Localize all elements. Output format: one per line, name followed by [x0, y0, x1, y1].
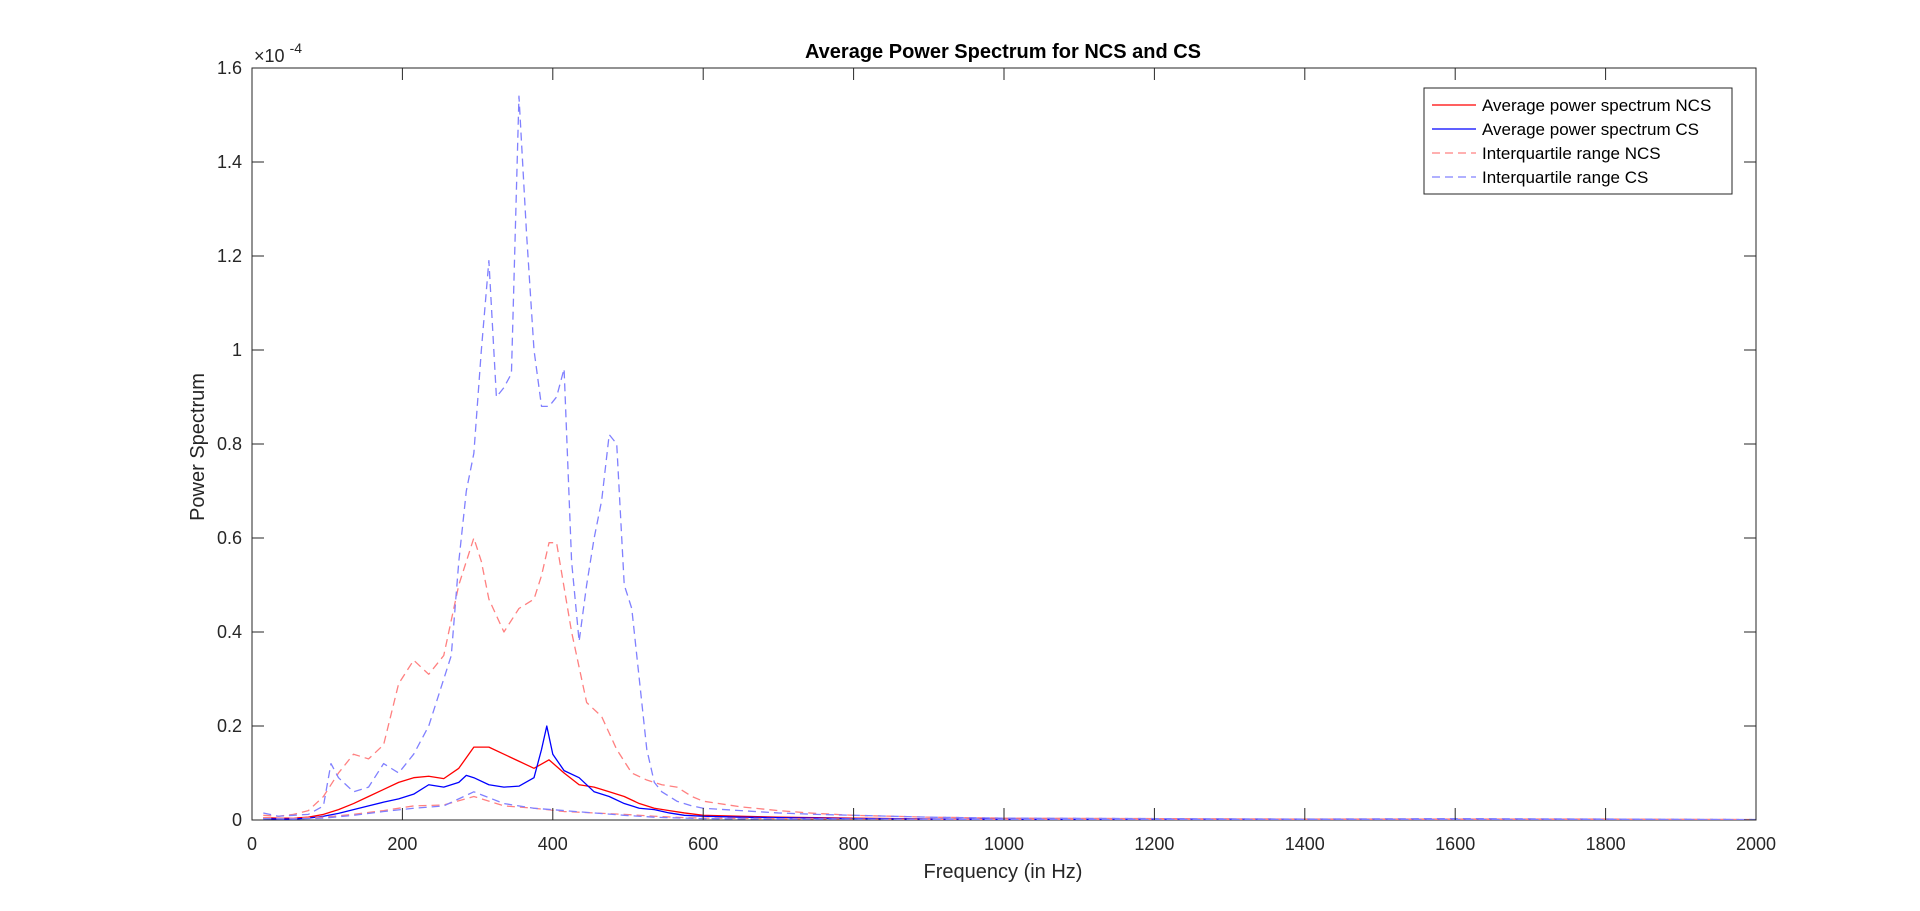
- y-tick-label: 0.2: [217, 716, 242, 736]
- chart-title: Average Power Spectrum for NCS and CS: [805, 41, 1201, 63]
- legend-entry-label: Interquartile range NCS: [1482, 144, 1661, 163]
- y-axis-exponent-power: -4: [290, 40, 303, 56]
- y-tick-label: 1.2: [217, 246, 242, 266]
- series-lines: [263, 95, 1756, 820]
- y-tick-label: 1.4: [217, 152, 242, 172]
- x-tick-label: 0: [247, 834, 257, 854]
- y-tick-label: 0: [232, 810, 242, 830]
- x-tick-label: 600: [688, 834, 718, 854]
- x-tick-label: 800: [839, 834, 869, 854]
- x-tick-label: 2000: [1736, 834, 1776, 854]
- series-line-interquartile-range-cs: [263, 95, 1756, 820]
- legend-entry-label: Average power spectrum NCS: [1482, 96, 1711, 115]
- y-tick-label: 0.4: [217, 622, 242, 642]
- y-axis-label: Power Spectrum: [187, 373, 209, 521]
- y-tick-label: 0.6: [217, 528, 242, 548]
- legend: Average power spectrum NCS Average power …: [1423, 87, 1733, 195]
- ticks-layer: 0 200 400 600 800 1000 1200 1400 1600 1800 2000 0 0.…: [217, 58, 1776, 854]
- y-tick-label: 1.6: [217, 58, 242, 78]
- x-tick-label: 1000: [984, 834, 1024, 854]
- x-tick-label: 200: [387, 834, 417, 854]
- x-tick-label: 1200: [1134, 834, 1174, 854]
- x-tick-label: 1400: [1285, 834, 1325, 854]
- legend-entry-label: Interquartile range CS: [1482, 168, 1648, 187]
- y-axis-exponent: ×10 -4: [254, 40, 302, 66]
- series-line-ncs-lower-quartile: [263, 795, 1756, 820]
- legend-entry-label: Average power spectrum CS: [1482, 120, 1699, 139]
- y-tick-label: 0.8: [217, 434, 242, 454]
- x-tick-label: 400: [538, 834, 568, 854]
- y-tick-label: 1: [232, 340, 242, 360]
- y-axis-exponent-base: ×10: [254, 46, 285, 66]
- x-axis-label: Frequency (in Hz): [924, 861, 1083, 883]
- legend-box: [1423, 87, 1733, 195]
- x-tick-label: 1600: [1435, 834, 1475, 854]
- x-tick-label: 1800: [1586, 834, 1626, 854]
